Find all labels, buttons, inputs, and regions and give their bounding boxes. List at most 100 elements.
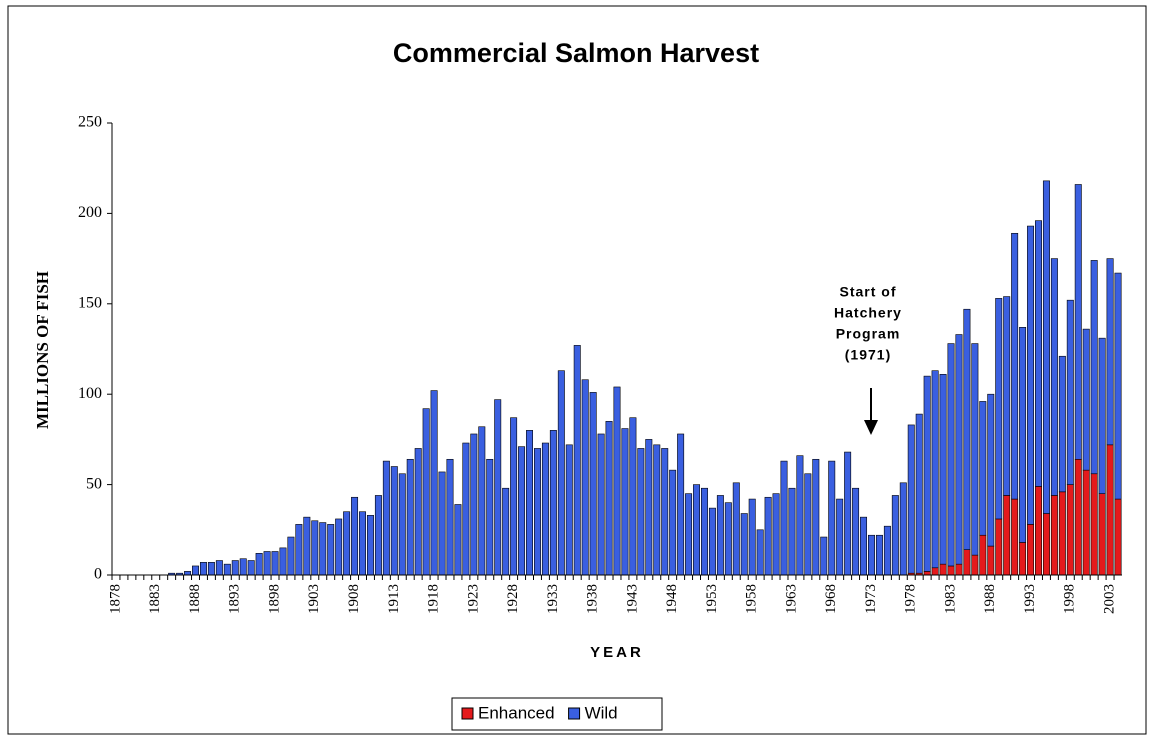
bar-segment <box>732 482 740 576</box>
bar-segment <box>215 560 223 576</box>
bar-segment <box>1027 524 1035 576</box>
bar-segment <box>979 534 987 576</box>
bar-segment <box>430 390 438 576</box>
x-tick-label: 1983 <box>942 584 958 614</box>
bar-segment <box>645 439 653 576</box>
bar-segment <box>939 374 947 565</box>
bar-segment <box>526 430 534 576</box>
bar-segment <box>931 567 939 576</box>
y-tick-label: 100 <box>78 385 102 402</box>
bar-segment <box>192 565 199 576</box>
bar-segment <box>311 520 319 576</box>
bar-segment <box>1114 498 1122 576</box>
bar-segment <box>788 487 796 576</box>
bar-segment <box>828 460 836 576</box>
bar-segment <box>533 448 541 576</box>
annotation: (1971) <box>845 347 891 363</box>
x-tick-label: 1923 <box>465 584 481 614</box>
x-tick-label: 1933 <box>545 584 561 614</box>
x-tick-label: 1978 <box>903 584 919 614</box>
bar-segment <box>184 571 192 576</box>
bar-segment <box>764 496 772 576</box>
legend-label: Wild <box>585 703 618 722</box>
bar-segment <box>979 401 987 536</box>
bar-segment <box>231 560 239 576</box>
bar-segment <box>812 458 820 576</box>
y-axis-label: MILLIONS OF FISH <box>33 271 52 429</box>
bar-segment <box>573 345 581 576</box>
bar-segment <box>414 448 422 576</box>
bar-segment <box>541 442 549 576</box>
bar-segment <box>589 392 597 576</box>
bar-segment <box>899 482 907 576</box>
bar-segment <box>860 516 868 576</box>
bar-segment <box>883 525 891 576</box>
bar-segment <box>1074 458 1082 576</box>
bar-segment <box>947 343 955 567</box>
bar-segment <box>716 495 724 576</box>
bar-segment <box>279 547 287 576</box>
x-tick-label: 1973 <box>863 584 879 614</box>
bar-segment <box>1003 296 1011 496</box>
bar-segment <box>613 386 621 576</box>
bar-segment <box>780 460 788 576</box>
y-tick-label: 150 <box>78 294 102 311</box>
bar-segment <box>1106 258 1114 446</box>
bar-segment <box>1114 272 1122 500</box>
bar-segment <box>987 545 995 576</box>
x-tick-label: 2003 <box>1102 584 1118 614</box>
bar-segment <box>820 536 828 576</box>
bar-segment <box>518 446 526 576</box>
bar-segment <box>907 424 915 574</box>
bar-segment <box>343 511 351 576</box>
bar-segment <box>1042 513 1050 576</box>
x-tick-label: 1908 <box>346 584 362 614</box>
bar-segment <box>223 563 231 576</box>
bar-segment <box>963 308 971 550</box>
bar-segment <box>1050 258 1058 496</box>
bar-segment <box>685 493 693 576</box>
bar-segment <box>1027 225 1035 525</box>
bar-segment <box>677 433 685 576</box>
bar-segment <box>510 417 518 576</box>
bar-segment <box>852 487 860 576</box>
bar-segment <box>923 571 931 576</box>
bar-segment <box>661 448 669 576</box>
bar-segment <box>263 551 271 576</box>
bar-segment <box>724 502 732 576</box>
x-tick-label: 1943 <box>624 584 640 614</box>
bar-segment <box>700 487 708 576</box>
x-tick-label: 1968 <box>823 584 839 614</box>
bar-segment <box>955 334 963 565</box>
bar-segment <box>597 433 605 576</box>
bar-segment <box>406 458 414 576</box>
bar-segment <box>796 455 804 576</box>
legend-swatch <box>461 707 474 720</box>
bar-segment <box>995 298 1003 520</box>
bar-segment <box>422 408 430 576</box>
x-tick-label: 1903 <box>306 584 322 614</box>
bar-segment <box>303 516 311 576</box>
bar-segment <box>327 524 335 576</box>
bar-segment <box>1019 327 1027 543</box>
bar-segment <box>1035 486 1042 576</box>
bar-segment <box>199 562 207 576</box>
bar-segment <box>319 522 327 576</box>
bar-segment <box>1082 469 1090 576</box>
bar-segment <box>1035 220 1042 487</box>
legend-box <box>451 697 663 731</box>
bar-segment <box>1011 232 1019 500</box>
bar-segment <box>931 370 939 569</box>
x-tick-label: 1953 <box>704 584 720 614</box>
bar-segment <box>359 511 366 576</box>
bar-segment <box>963 549 971 576</box>
chart-title: Commercial Salmon Harvest <box>393 38 759 68</box>
x-tick-label: 1888 <box>187 584 203 614</box>
x-tick-label: 1963 <box>783 584 799 614</box>
bar-segment <box>1066 484 1074 576</box>
bar-segment <box>923 375 931 572</box>
bar-segment <box>947 565 955 576</box>
bar-segment <box>207 562 215 576</box>
bar-segment <box>1106 444 1114 576</box>
